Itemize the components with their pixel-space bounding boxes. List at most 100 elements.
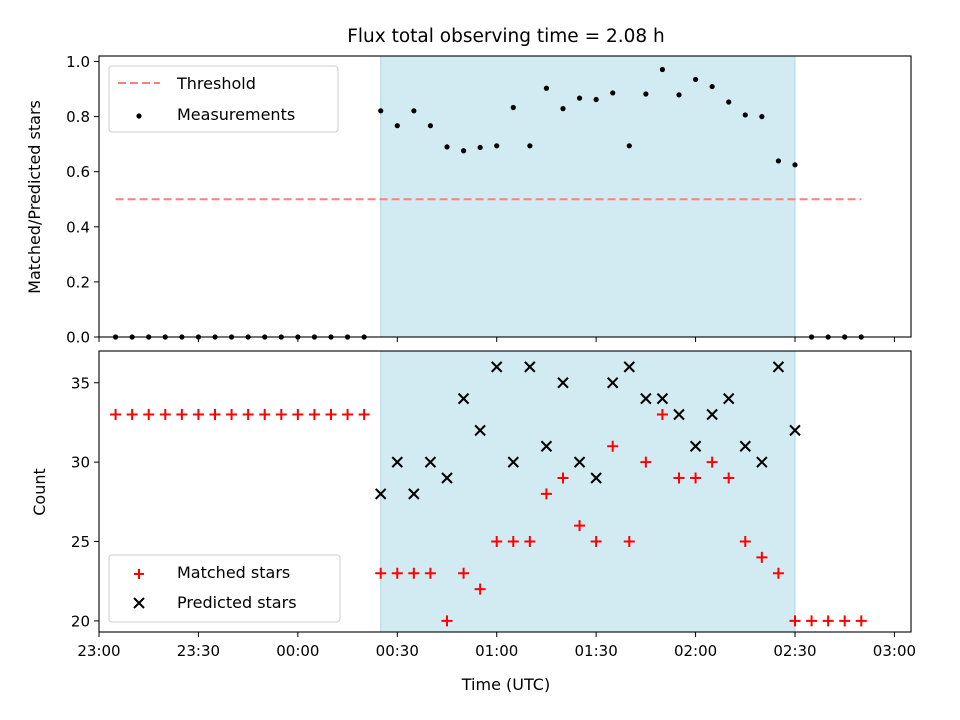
ratio-y-tick-label: 0.8 (66, 108, 90, 126)
matched-star-point (458, 567, 470, 579)
ratio-plot-frame (98, 55, 912, 338)
matched-star-point (772, 567, 784, 579)
x-tick-label: 02:30 (773, 642, 816, 660)
measurement-point (477, 144, 483, 151)
measurement-point (576, 95, 583, 101)
matched-star-point (557, 472, 569, 484)
matched-star-point (226, 409, 238, 421)
ratio-points-layer (112, 66, 864, 340)
measurement-point (378, 108, 384, 114)
x-tick-label: 00:00 (276, 642, 319, 660)
x-tick-label: 23:30 (177, 642, 220, 660)
matched-star-point (789, 615, 801, 627)
x-tick-label: 01:00 (475, 642, 518, 660)
predicted-star-point (391, 456, 403, 468)
predicted-star-point (375, 488, 387, 500)
count-y-tick-label: 35 (71, 374, 90, 392)
predicted-star-point (656, 392, 669, 405)
measurement-point (593, 96, 599, 103)
predicted-star-point (474, 424, 486, 437)
measurement-point (676, 92, 682, 98)
count-points-layer (110, 361, 867, 627)
predicted-star-point (408, 488, 420, 500)
x-tick-label: 01:30 (575, 642, 618, 660)
count-observing-window-layer (380, 350, 796, 633)
measurement-point (411, 108, 417, 114)
count-y-tick-label: 20 (71, 612, 90, 630)
predicted-star-point (457, 392, 470, 405)
x-tick-label: 02:00 (674, 642, 717, 660)
legend-predicted-label: Predicted stars (177, 593, 297, 612)
count-plot-frame (98, 350, 912, 633)
count-y-axis: 20 25 30 35 (71, 374, 99, 630)
measurement-point (444, 144, 450, 150)
count-legend-box (108, 554, 341, 623)
matched-star-point (839, 615, 851, 627)
ratio-x-ticks (98, 337, 895, 342)
matched-star-point (424, 567, 436, 579)
matched-star-point (441, 615, 453, 627)
ratio-legend: Threshold Measurements (108, 65, 339, 133)
ratio-panel: 0.0 0.2 0.4 0.6 0.8 1.0 Matched/Predicted sta… (25, 53, 912, 347)
ratio-y-axis-label: Matched/Predicted stars (25, 100, 44, 294)
matched-star-point (110, 409, 122, 421)
predicted-star-point (524, 361, 536, 373)
x-tick-label: 23:00 (77, 642, 120, 660)
matched-star-point (524, 536, 536, 548)
predicted-star-point (640, 392, 652, 405)
matched-star-point (391, 567, 403, 579)
ratio-y-tick-label: 0.0 (66, 329, 90, 347)
matched-star-point (507, 536, 519, 548)
count-y-tick-label: 30 (71, 454, 90, 472)
count-observing-window (380, 350, 796, 633)
predicted-star-point (756, 456, 768, 468)
measurement-point (460, 148, 467, 154)
predicted-star-point (689, 440, 702, 452)
measurement-point (626, 143, 632, 149)
matched-star-point (806, 615, 818, 627)
measurement-point (726, 99, 732, 105)
predicted-star-point (607, 377, 619, 389)
legend-matched-swatch (134, 569, 144, 579)
matched-star-point (259, 409, 271, 421)
measurement-point (643, 91, 649, 97)
matched-star-point (242, 409, 254, 421)
measurement-point (394, 123, 400, 129)
measurement-point (792, 162, 798, 168)
ratio-y-tick-label: 0.2 (66, 273, 90, 291)
matched-star-point (159, 409, 171, 421)
predicted-star-point (673, 408, 685, 421)
x-axis-label: Time (UTC) (461, 675, 550, 694)
measurement-point (742, 112, 748, 118)
matched-star-point (375, 567, 387, 579)
matched-star-point (723, 472, 735, 484)
legend-measurements-label: Measurements (177, 105, 295, 124)
predicted-star-point (590, 472, 602, 484)
measurement-point (610, 90, 616, 96)
measurement-point (659, 66, 666, 73)
x-tick-label: 03:00 (873, 642, 916, 660)
predicted-star-point (739, 440, 751, 452)
matched-star-point (673, 472, 685, 484)
measurement-point (510, 104, 516, 111)
matched-star-point (275, 409, 287, 421)
matched-star-point (607, 440, 619, 452)
predicted-star-point (540, 440, 553, 452)
matched-star-point (656, 409, 668, 421)
matched-star-point (690, 472, 702, 484)
matched-star-point (474, 583, 486, 595)
ratio-y-tick-label: 0.6 (66, 163, 90, 181)
measurement-point (427, 123, 434, 129)
matched-star-point (540, 488, 552, 500)
ratio-y-tick-label: 0.4 (66, 218, 90, 236)
predicted-star-point (772, 361, 785, 373)
measurement-point (759, 114, 765, 120)
chart-title: Flux total observing time = 2.08 h (347, 26, 665, 47)
ratio-observing-window (380, 55, 796, 338)
predicted-star-point (723, 392, 735, 405)
matched-star-point (739, 536, 751, 548)
matched-star-point (143, 409, 155, 421)
matched-star-point (358, 409, 370, 421)
matched-star-point (822, 615, 834, 627)
